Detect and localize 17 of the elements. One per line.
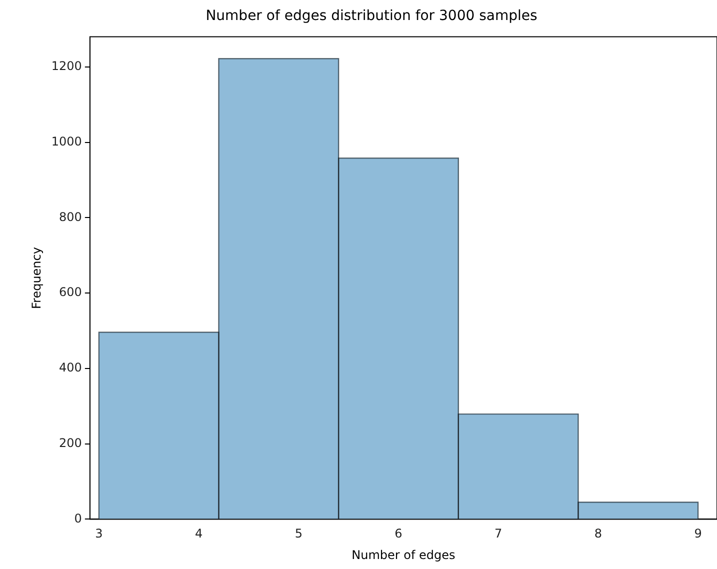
- y-tick-label: 800: [59, 210, 82, 224]
- x-tick-label: 8: [594, 526, 602, 541]
- x-tick-label: 7: [494, 526, 502, 541]
- x-tick-label: 9: [694, 526, 702, 541]
- y-tick-label: 0: [74, 511, 82, 526]
- y-tick-label: 200: [59, 436, 82, 450]
- y-axis-title: Frequency: [29, 247, 44, 309]
- y-tick-label: 400: [59, 360, 82, 375]
- x-tick-label: 5: [294, 526, 302, 541]
- x-tick-label: 4: [194, 526, 203, 541]
- y-tick-label: 600: [59, 285, 82, 300]
- chart-title: Number of edges distribution for 3000 samples: [206, 8, 538, 24]
- y-tick-label: 1200: [51, 59, 82, 74]
- y-tick-label: 1000: [51, 134, 82, 148]
- x-axis-title: Number of edges: [352, 548, 456, 562]
- x-tick-label: 6: [394, 526, 402, 541]
- x-tick-label: 3: [95, 526, 103, 541]
